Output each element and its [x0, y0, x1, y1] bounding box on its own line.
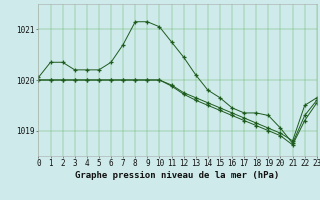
X-axis label: Graphe pression niveau de la mer (hPa): Graphe pression niveau de la mer (hPa): [76, 171, 280, 180]
